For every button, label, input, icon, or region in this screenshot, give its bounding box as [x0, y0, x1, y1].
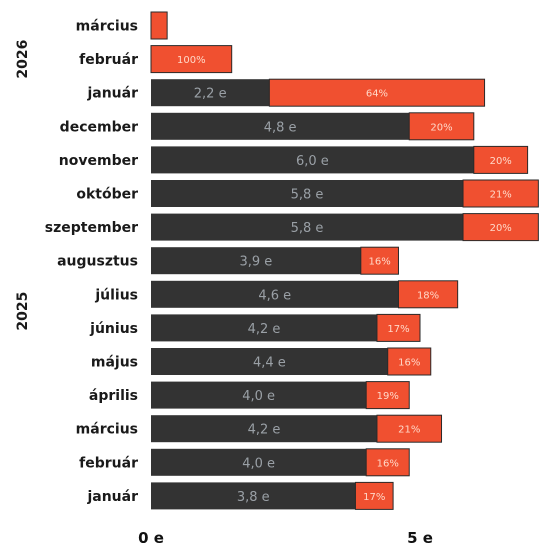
bar-segment-growth — [397, 280, 459, 309]
bar-value-label: 3,9 e — [240, 255, 273, 270]
bar-segment-base — [151, 213, 464, 241]
bar-percent-label: 20% — [490, 156, 512, 167]
category-label: december — [60, 119, 138, 135]
bar-percent-label: 20% — [490, 223, 512, 234]
bar-segment-base — [151, 348, 388, 375]
category-label: február — [79, 52, 138, 68]
category-label: január — [86, 86, 138, 102]
category-label: szeptember — [45, 220, 138, 236]
bar-value-label: 4,0 e — [242, 389, 275, 404]
bar-value-label: 2,2 e — [194, 87, 227, 102]
bar-segment-growth — [268, 78, 486, 107]
bar-value-label: 4,2 e — [248, 322, 281, 337]
bar-segment-base — [151, 146, 474, 174]
category-label: november — [59, 153, 138, 169]
bar-segment-base — [151, 280, 399, 308]
bar-segment-base — [151, 482, 356, 510]
bar-percent-label: 16% — [398, 358, 420, 369]
bar-percent-label: 21% — [490, 190, 512, 201]
bar-segment-base — [151, 79, 270, 107]
bar-percent-label: 16% — [369, 257, 391, 268]
labels-layer: március február 100% január 2,2 e 64% december… — [15, 19, 512, 547]
category-label: május — [91, 355, 138, 371]
bar-segment-base — [151, 112, 410, 140]
bar-segment-growth — [376, 313, 421, 342]
category-label: április — [89, 388, 138, 404]
year-group-label: 2026 — [15, 40, 31, 79]
bar-value-label: 4,2 e — [248, 423, 281, 438]
bar-segment-base — [151, 247, 361, 275]
x-tick-label: 5 e — [407, 529, 433, 547]
bar-segment-growth — [354, 481, 394, 510]
bar-value-label: 4,6 e — [258, 288, 291, 303]
category-label: augusztus — [57, 254, 138, 270]
bar-value-label: 4,8 e — [264, 120, 297, 135]
bar-percent-label: 19% — [377, 391, 399, 402]
bar-percent-label: 100% — [177, 55, 206, 66]
bar-segment-growth — [150, 45, 233, 74]
bar-segment-base — [151, 448, 367, 476]
bar-segment-growth — [387, 347, 432, 376]
bar-value-label: 6,0 e — [296, 154, 329, 169]
category-label: február — [79, 455, 138, 471]
category-label: október — [76, 187, 138, 203]
x-tick-label: 0 e — [138, 529, 164, 547]
bar-value-label: 3,8 e — [237, 490, 270, 505]
bar-segment-base — [151, 180, 464, 207]
bars-layer — [150, 11, 539, 510]
category-label: július — [94, 287, 138, 303]
bar-value-label: 4,0 e — [242, 456, 275, 471]
bar-percent-label: 64% — [366, 89, 388, 100]
bar-segment-growth — [360, 246, 399, 275]
bar-segment-growth — [473, 145, 529, 174]
bar-percent-label: 21% — [398, 425, 420, 436]
bar-segment-base — [151, 381, 367, 409]
bar-segment-growth — [462, 179, 539, 208]
bar-value-label: 5,8 e — [291, 188, 324, 203]
bar-segment-growth — [376, 414, 443, 443]
category-label: március — [76, 19, 138, 35]
bar-segment-growth — [150, 11, 168, 40]
bar-segment-growth — [365, 381, 410, 410]
bar-value-label: 5,8 e — [291, 221, 324, 236]
bar-segment-growth — [462, 213, 539, 242]
year-group-label: 2025 — [15, 292, 31, 331]
bar-segment-growth — [365, 448, 410, 477]
bar-segment-base — [151, 314, 377, 342]
bar-percent-label: 18% — [417, 290, 439, 301]
category-label: június — [89, 321, 138, 337]
bar-percent-label: 17% — [363, 492, 385, 503]
category-label: január — [86, 489, 138, 505]
bar-value-label: 4,4 e — [253, 356, 286, 371]
category-label: március — [76, 422, 138, 438]
bar-segment-base — [151, 415, 377, 443]
bar-segment-growth — [408, 112, 475, 141]
bar-percent-label: 16% — [377, 458, 399, 469]
bar-percent-label: 20% — [430, 122, 452, 133]
bar-percent-label: 17% — [387, 324, 409, 335]
